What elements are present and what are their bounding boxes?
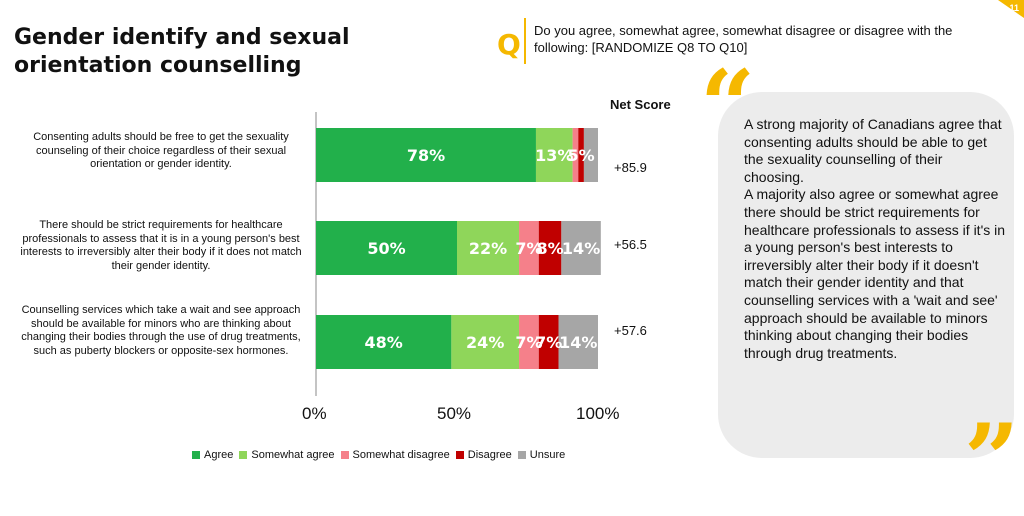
legend-swatch-somewhat-agree (239, 451, 248, 459)
legend-item-unsure: Unsure (517, 449, 565, 461)
page-title: Gender identify and sexual orientation c… (14, 25, 350, 78)
legend-item-somewhat-agree: Somewhat agree (239, 449, 335, 461)
callout-text: A strong majority of Canadians agree tha… (744, 116, 1006, 362)
question-badge: Q (497, 28, 521, 61)
data-label-1-agree: 78% (407, 146, 445, 165)
bar-segment-2-somewhat-disagree (519, 221, 539, 275)
bar-segment-2-unsure (561, 221, 601, 275)
legend-item-somewhat-disagree: Somewhat disagree (340, 449, 450, 461)
data-label-3-somewhat-disagree: 7% (515, 333, 542, 352)
legend-swatch-somewhat-disagree (340, 451, 349, 459)
bar-segment-2-somewhat-agree (457, 221, 520, 275)
legend-item-agree: Agree (192, 449, 233, 461)
bar-segment-2-disagree (538, 221, 562, 275)
net-score-1: +85.9 (614, 160, 647, 175)
bar-segment-3-unsure (558, 315, 598, 369)
legend-swatch-agree (192, 451, 200, 459)
callout-paragraph-1: A strong majority of Canadians agree tha… (744, 116, 1002, 185)
bar-segment-1-somewhat-agree (535, 128, 573, 182)
chart-legend: Agree Somewhat agree Somewhat disagree D… (192, 449, 571, 461)
bar-segment-3-somewhat-agree (451, 315, 520, 369)
data-label-2-somewhat-agree: 22% (469, 239, 507, 258)
data-label-3-somewhat-agree: 24% (466, 333, 504, 352)
bar-segment-1-disagree (578, 128, 584, 182)
close-quote-icon: ” (964, 403, 1020, 516)
question-text: Do you agree, somewhat agree, somewhat d… (534, 23, 953, 55)
statement-2: There should be strict requirements for … (20, 219, 302, 272)
statement-3: Counselling services which take a wait a… (21, 304, 301, 357)
net-score-header: Net Score (610, 97, 671, 112)
net-score-3: +57.6 (614, 323, 647, 338)
data-label-3-unsure: 14% (559, 333, 597, 352)
legend-swatch-disagree (455, 451, 464, 459)
data-label-2-agree: 50% (367, 239, 405, 258)
statement-1: Consenting adults should be free to get … (33, 131, 289, 170)
bar-segment-1-unsure (583, 128, 598, 182)
callout-panel (718, 92, 1014, 458)
x-tick-100: 100% (576, 404, 620, 423)
x-tick-50: 50% (437, 404, 472, 423)
callout-paragraph-2: A majority also agree or somewhat agree … (744, 186, 1006, 361)
bar-segment-1-agree (316, 128, 536, 182)
data-label-3-agree: 48% (365, 333, 403, 352)
data-label-1-somewhat-agree: 13% (535, 146, 573, 165)
stacked-bar-chart: 78% 13%5%50% 22% 7%8%14%48% 24% 7%7%14% (315, 112, 601, 396)
net-score-2: +56.5 (614, 237, 647, 252)
bar-segment-3-somewhat-disagree (519, 315, 539, 369)
data-label-1-disagree: 5% (567, 146, 594, 165)
legend-swatch-unsure (517, 451, 526, 459)
bar-segment-1-somewhat-disagree (572, 128, 579, 182)
x-tick-0: 0% (302, 404, 327, 423)
question-divider (524, 18, 526, 64)
data-label-2-disagree: 8% (536, 239, 563, 258)
data-label-2-somewhat-disagree: 7% (515, 239, 542, 258)
data-label-2-unsure: 14% (562, 239, 600, 258)
legend-item-disagree: Disagree (455, 449, 512, 461)
bar-segment-3-disagree (538, 315, 559, 369)
open-quote-icon: “ (700, 49, 756, 162)
bar-segment-2-agree (316, 221, 457, 275)
bar-segment-3-agree (316, 315, 452, 369)
data-label-3-disagree: 7% (535, 333, 562, 352)
